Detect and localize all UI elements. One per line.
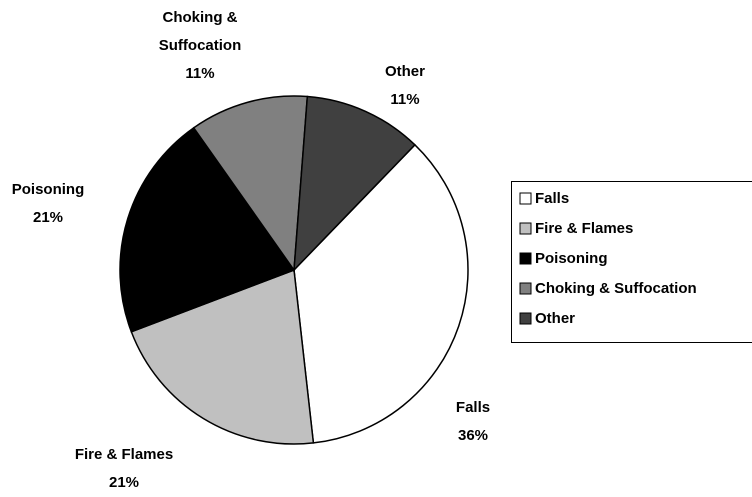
slice-label: Other [365, 58, 445, 86]
slice-label: Poisoning [0, 176, 108, 204]
slice-value: 11% [365, 86, 445, 114]
legend-swatch [520, 253, 531, 264]
slice-label: Choking & Suffocation [140, 4, 260, 60]
legend-label: Choking & Suffocation [535, 280, 697, 297]
legend-label: Other [535, 310, 575, 327]
slice-value: 21% [44, 469, 204, 497]
legend-label: Falls [535, 190, 569, 207]
legend-swatch [520, 223, 531, 234]
legend-swatch [520, 313, 531, 324]
slice-label: Fire & Flames [44, 441, 204, 469]
legend-label: Poisoning [535, 250, 608, 267]
slice-value: 21% [0, 204, 108, 232]
slice-value: 11% [140, 60, 260, 88]
legend-swatch [520, 193, 531, 204]
legend-label: Fire & Flames [535, 220, 633, 237]
legend-swatch [520, 283, 531, 294]
slice-value: 36% [413, 422, 533, 450]
slice-label: Falls [413, 394, 533, 422]
